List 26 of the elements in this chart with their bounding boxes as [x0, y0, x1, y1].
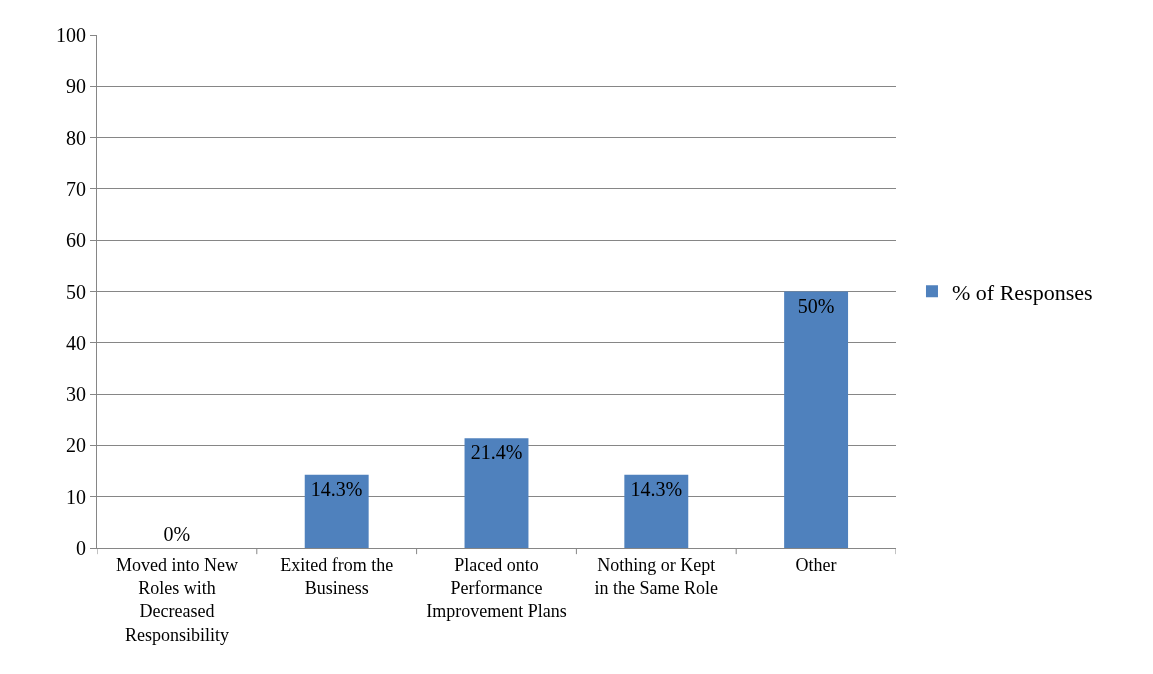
y-tick-label: 40 [66, 331, 86, 354]
bar [304, 474, 369, 548]
y-tick-label: 30 [66, 383, 86, 406]
y-tick-label: 80 [66, 126, 86, 149]
data-label: 14.3% [310, 477, 363, 500]
bar [464, 438, 529, 548]
bar [624, 474, 689, 548]
x-tick-label: Moved into New Roles with Decreased Responsibility [115, 554, 238, 645]
y-tick-label: 70 [66, 177, 86, 200]
data-label: 21.4% [470, 441, 523, 464]
legend-label: % of Responses [951, 279, 1093, 305]
y-tick-label: 20 [66, 434, 86, 457]
x-tick-label: Exited from the Business [280, 554, 394, 598]
y-tick-label: 50 [66, 280, 86, 303]
y-tick-label: 10 [66, 485, 86, 508]
y-tick-label: 90 [66, 75, 86, 98]
x-tick-label: Placed onto Performance Improvement Plans [426, 554, 567, 622]
data-label: 14.3% [630, 477, 683, 500]
y-tick-label: 60 [66, 229, 86, 252]
y-tick-label: 0 [76, 537, 86, 559]
data-label: 0% [163, 523, 191, 545]
data-label: 50% [797, 294, 835, 317]
y-tick-label: 100 [56, 24, 86, 46]
x-tick-label: Other [795, 554, 837, 575]
x-tick-label: Nothing or Kept in the Same Role [594, 554, 719, 598]
bar [784, 291, 849, 548]
